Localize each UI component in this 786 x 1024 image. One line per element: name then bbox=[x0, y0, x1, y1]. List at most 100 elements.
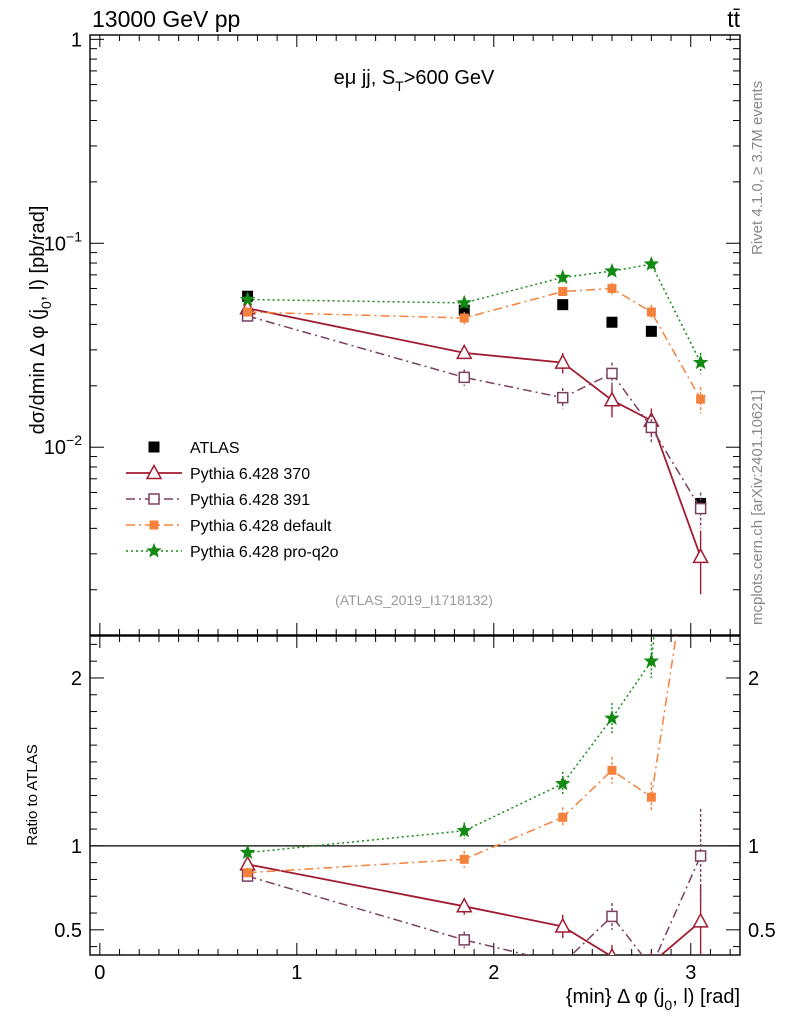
legend-marker-p391 bbox=[148, 493, 160, 505]
ratio-marker-pdefault bbox=[646, 792, 656, 802]
marker-pq2o bbox=[604, 263, 620, 278]
ratio-y-tick-label-left: 0.5 bbox=[54, 920, 82, 942]
ratio-marker-pq2o bbox=[456, 822, 472, 838]
series-line-pq2o bbox=[247, 263, 702, 363]
x-tick-label: 3 bbox=[685, 962, 696, 984]
ratio-marker-pq2o bbox=[604, 710, 620, 725]
legend-entry: ATLAS bbox=[148, 440, 240, 457]
ratio-marker-pdefault bbox=[459, 854, 469, 864]
ratio-series bbox=[239, 184, 709, 972]
main-y-label-a: dσ/dmin Δ φ (j bbox=[27, 309, 49, 434]
ratio-marker-pdefault bbox=[696, 472, 705, 481]
ratio-marker-pdefault bbox=[558, 812, 568, 822]
marker-pq2o bbox=[555, 269, 571, 284]
ratio-y-tick-label-right: 0.5 bbox=[748, 920, 776, 942]
ratio-marker-p391 bbox=[694, 850, 707, 862]
marker-pdefault bbox=[646, 307, 656, 317]
legend-marker-pdefault bbox=[149, 520, 159, 530]
marker-p370 bbox=[554, 353, 571, 369]
ratio-marker-pdefault bbox=[243, 868, 253, 878]
main-y-tick-label-exponent: −1 bbox=[66, 228, 82, 244]
ratio-line-pdefault bbox=[247, 636, 677, 874]
main-panel: 110−110−2 eμ jj, ST>600 GeV (ATLAS_2019_… bbox=[27, 29, 741, 636]
legend: ATLAS Pythia 6.428 370 Pythia 6.428 391 Pyt… bbox=[126, 440, 339, 561]
marker-pdefault bbox=[243, 307, 253, 317]
main-y-label-b: , l) [pb/rad] bbox=[27, 206, 49, 302]
main-frame bbox=[89, 34, 741, 636]
marker-pdefault bbox=[558, 287, 568, 297]
legend-label-p370: Pythia 6.428 370 bbox=[190, 466, 310, 483]
marker-p391 bbox=[556, 391, 569, 404]
ratio-line-p391 bbox=[247, 855, 702, 955]
legend-entry: Pythia 6.428 default bbox=[126, 518, 332, 535]
main-ticks bbox=[90, 35, 740, 635]
marker-pdefault bbox=[607, 284, 617, 294]
main-y-tick-label: 1 bbox=[71, 29, 82, 51]
analysis-id: (ATLAS_2019_I1718132) bbox=[335, 592, 493, 608]
marker-atlas bbox=[458, 304, 470, 316]
main-y-tick-label-mantissa: 10 bbox=[44, 233, 66, 255]
x-tick-label: 2 bbox=[488, 962, 499, 984]
marker-p391 bbox=[458, 371, 470, 384]
legend-entry: Pythia 6.428 391 bbox=[126, 492, 310, 509]
marker-pq2o bbox=[456, 294, 472, 310]
legend-marker-pq2o bbox=[146, 542, 162, 558]
x-axis-label: {min} Δ φ (j0, l) [rad] bbox=[566, 986, 740, 1013]
marker-pdefault bbox=[459, 313, 469, 323]
rivet-label: Rivet 4.1.0, ≥ 3.7M events bbox=[749, 81, 766, 255]
marker-pq2o bbox=[239, 291, 256, 307]
x-axis-label-sub: 0 bbox=[664, 997, 672, 1013]
ratio-line-pq2o bbox=[247, 636, 655, 854]
legend-label-pdefault: Pythia 6.428 default bbox=[190, 518, 332, 535]
ratio-panel: 0.5 0.5 1 1 2 2 0 1 2 3 Ratio to ATLAS {min} Δ φ … bbox=[24, 184, 776, 1013]
marker-atlas bbox=[606, 316, 618, 328]
ratio-y-tick-label-left: 2 bbox=[71, 668, 82, 690]
panel-title-a: eμ jj, S bbox=[334, 67, 396, 89]
ratio-y-tick-label-right: 1 bbox=[748, 836, 759, 858]
x-tick-label: 0 bbox=[94, 962, 105, 984]
series-line-pdefault bbox=[247, 287, 702, 400]
ratio-marker-pq2o bbox=[555, 775, 571, 791]
main-y-tick-labels: 110−110−2 bbox=[44, 29, 82, 459]
ratio-marker-p391 bbox=[646, 962, 656, 972]
ratio-marker-p391 bbox=[606, 910, 618, 923]
legend-entry: Pythia 6.428 pro-q2o bbox=[126, 542, 339, 561]
legend-label-atlas: ATLAS bbox=[190, 440, 240, 457]
marker-p391 bbox=[645, 421, 658, 434]
marker-p370 bbox=[455, 343, 473, 360]
legend-label-pq2o: Pythia 6.428 pro-q2o bbox=[190, 544, 339, 561]
ratio-marker-p370 bbox=[607, 947, 616, 955]
panel-title: eμ jj, ST>600 GeV bbox=[334, 67, 495, 94]
ratio-marker-pq2o bbox=[643, 653, 660, 668]
marker-pq2o bbox=[692, 354, 709, 370]
main-y-tick-label: 10−1 bbox=[44, 228, 82, 255]
mcplots-label: mcplots.cern.ch [arXiv:2401.10621] bbox=[749, 390, 766, 625]
main-y-label: dσ/dmin Δ φ (j0, l) [pb/rad] bbox=[27, 206, 54, 435]
ratio-marker-p370 bbox=[692, 912, 709, 928]
header-right: tt̄ bbox=[727, 6, 740, 32]
ratio-tick-labels: 0.5 0.5 1 1 2 2 0 1 2 3 bbox=[54, 668, 776, 984]
marker-pdefault bbox=[696, 394, 706, 404]
series-line-p391 bbox=[247, 315, 702, 509]
ratio-frame bbox=[89, 635, 741, 956]
ratio-marker-p391 bbox=[558, 958, 568, 968]
legend-label-p391: Pythia 6.428 391 bbox=[190, 492, 310, 509]
marker-atlas bbox=[557, 299, 569, 311]
ratio-marker-p391 bbox=[458, 934, 470, 946]
ratio-y-tick-label-right: 2 bbox=[748, 668, 759, 690]
ratio-marker-p370 bbox=[554, 917, 571, 933]
marker-p391 bbox=[606, 367, 618, 380]
x-axis-label-a: {min} Δ φ (j bbox=[566, 986, 665, 1008]
legend-marker-atlas bbox=[148, 441, 160, 453]
main-y-tick-label-exponent: −2 bbox=[66, 432, 82, 448]
series-line-p370 bbox=[247, 307, 702, 558]
panel-title-sub: T bbox=[395, 78, 404, 94]
ratio-marker-p370 bbox=[455, 897, 473, 913]
panel-title-b: >600 GeV bbox=[404, 67, 495, 89]
ratio-marker-pdefault bbox=[607, 765, 617, 775]
ratio-marker-pq2o bbox=[694, 184, 707, 197]
ratio-y-tick-label-left: 1 bbox=[71, 836, 82, 858]
main-y-tick-label: 10−2 bbox=[44, 432, 82, 459]
ratio-y-label: Ratio to ATLAS bbox=[24, 744, 41, 845]
